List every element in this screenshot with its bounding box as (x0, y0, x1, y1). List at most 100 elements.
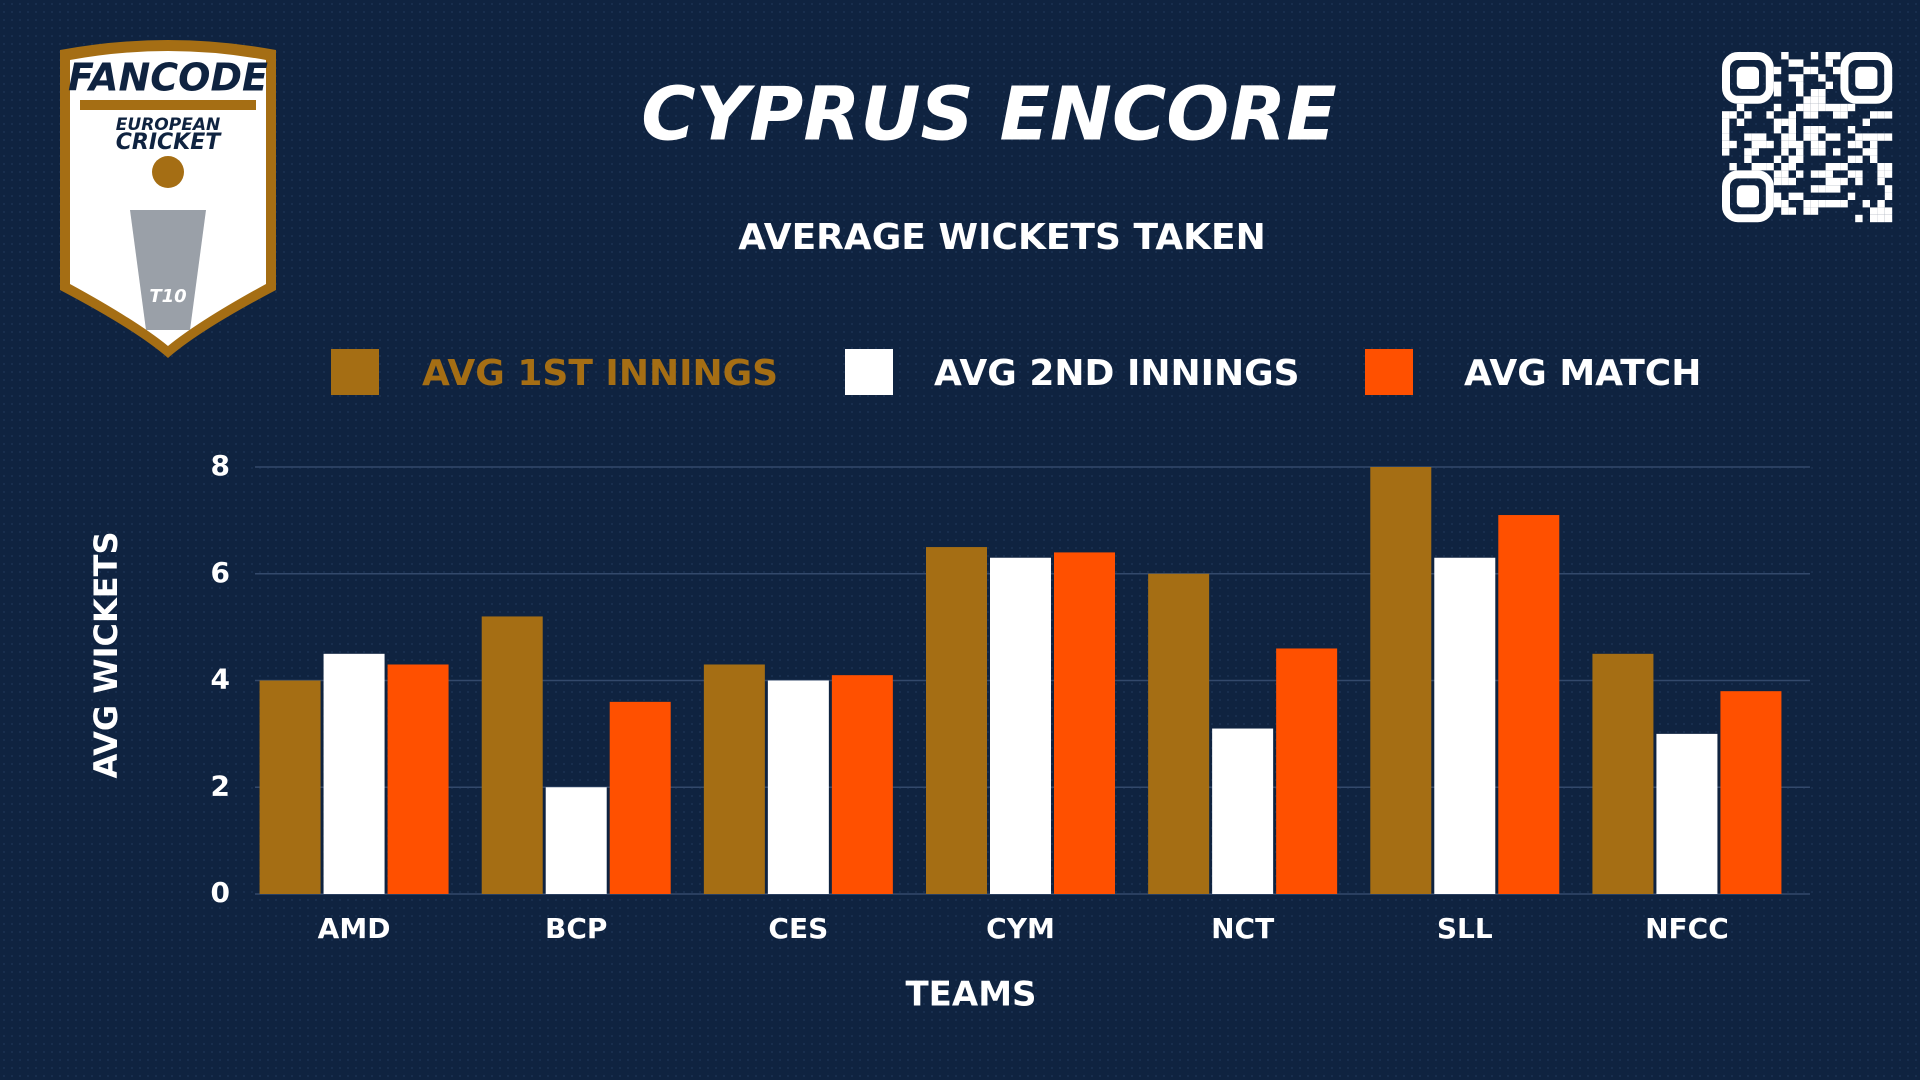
bar (1434, 557, 1496, 894)
legend-swatch (1365, 349, 1413, 395)
qr-cell (1736, 118, 1745, 126)
bar (323, 653, 385, 894)
y-tick-label: 6 (211, 556, 230, 589)
qr-cell (1788, 126, 1796, 134)
qr-cell (1833, 52, 1841, 60)
qr-cell (1818, 89, 1826, 97)
qr-cell (1833, 103, 1841, 112)
bar (1054, 552, 1115, 894)
qr-cell (1773, 118, 1782, 126)
qr-cell (1773, 200, 1782, 208)
logo-band (80, 100, 256, 110)
qr-cell (1744, 133, 1752, 141)
qr-cell (1788, 111, 1796, 119)
bar (990, 557, 1051, 894)
qr-cell (1847, 192, 1856, 200)
qr-cell (1810, 207, 1819, 215)
qr-cell (1722, 148, 1730, 156)
qr-cell (1825, 103, 1833, 112)
qr-cell (1884, 185, 1893, 193)
qr-cell (1773, 170, 1782, 178)
x-tick-label: SLL (1437, 912, 1493, 945)
qr-cell (1884, 192, 1893, 200)
qr-cell (1840, 111, 1848, 119)
qr-cell (1877, 200, 1885, 208)
qr-cell (1803, 96, 1811, 104)
bar (767, 680, 829, 894)
qr-cell (1796, 74, 1804, 82)
qr-cell (1818, 103, 1826, 112)
qr-cell (1833, 111, 1841, 119)
qr-cell (1751, 140, 1759, 149)
qr-cell (1788, 74, 1796, 82)
qr-cell (1781, 200, 1789, 208)
y-tick-label: 8 (211, 449, 230, 482)
qr-cell (1729, 111, 1737, 119)
qr-cell (1722, 140, 1730, 149)
qr-finder (1722, 170, 1774, 223)
qr-cell (1825, 81, 1833, 89)
qr-cell (1855, 214, 1863, 223)
bar (1212, 728, 1274, 894)
qr-cell (1818, 126, 1826, 134)
qr-cell (1810, 66, 1819, 75)
qr-cell (1781, 163, 1789, 171)
qr-cell (1751, 148, 1759, 156)
qr-cell (1825, 200, 1833, 208)
qr-cell (1855, 170, 1863, 178)
qr-cell (1847, 155, 1856, 163)
qr-cell (1744, 155, 1752, 163)
bar (1720, 691, 1782, 894)
qr-cell (1773, 81, 1782, 89)
x-tick-label: AMD (318, 912, 391, 945)
qr-cell (1759, 140, 1767, 149)
logo-brand: FANCODE (68, 56, 268, 100)
logo-ball (152, 156, 184, 188)
qr-cell (1773, 103, 1782, 112)
qr-cell (1729, 163, 1737, 171)
qr-cell (1722, 118, 1730, 126)
qr-cell (1796, 170, 1804, 178)
bar (259, 680, 321, 894)
x-axis-label: TEAMS (905, 975, 1036, 1015)
qr-cell (1870, 207, 1878, 215)
qr-cell (1855, 140, 1863, 149)
qr-cell (1818, 140, 1826, 149)
qr-cell (1766, 111, 1774, 119)
qr-cell (1773, 89, 1782, 97)
qr-cell (1803, 133, 1811, 141)
qr-cell (1722, 111, 1730, 119)
qr-cell (1766, 140, 1774, 149)
qr-cell (1810, 126, 1819, 134)
qr-cell (1818, 74, 1826, 82)
qr-cell (1847, 170, 1856, 178)
qr-cell (1884, 111, 1893, 119)
bar (831, 675, 893, 894)
qr-cell (1833, 185, 1841, 193)
qr-cell (1870, 111, 1878, 119)
y-axis-label: AVG WICKETS (87, 532, 125, 779)
qr-cell (1877, 163, 1885, 171)
qr-cell (1803, 207, 1811, 215)
bar (609, 701, 671, 894)
qr-cell (1833, 133, 1841, 141)
qr-cell (1810, 52, 1819, 60)
qr-cell (1884, 207, 1893, 215)
qr-cell (1855, 177, 1863, 186)
qr-cell (1833, 148, 1841, 156)
qr-cell (1773, 155, 1782, 163)
qr-cell (1729, 140, 1737, 149)
qr-cell (1810, 96, 1819, 104)
qr-cell (1736, 103, 1745, 112)
qr-cell (1796, 81, 1804, 89)
qr-cell (1870, 155, 1878, 163)
qr-cell (1833, 177, 1841, 186)
qr-cell (1810, 185, 1819, 193)
qr-cell (1818, 170, 1826, 178)
qr-cell (1796, 103, 1804, 112)
y-tick-label: 2 (211, 769, 230, 802)
bar (387, 664, 449, 894)
qr-cell (1781, 140, 1789, 149)
qr-cell (1884, 170, 1893, 178)
qr-cell (1781, 133, 1789, 141)
